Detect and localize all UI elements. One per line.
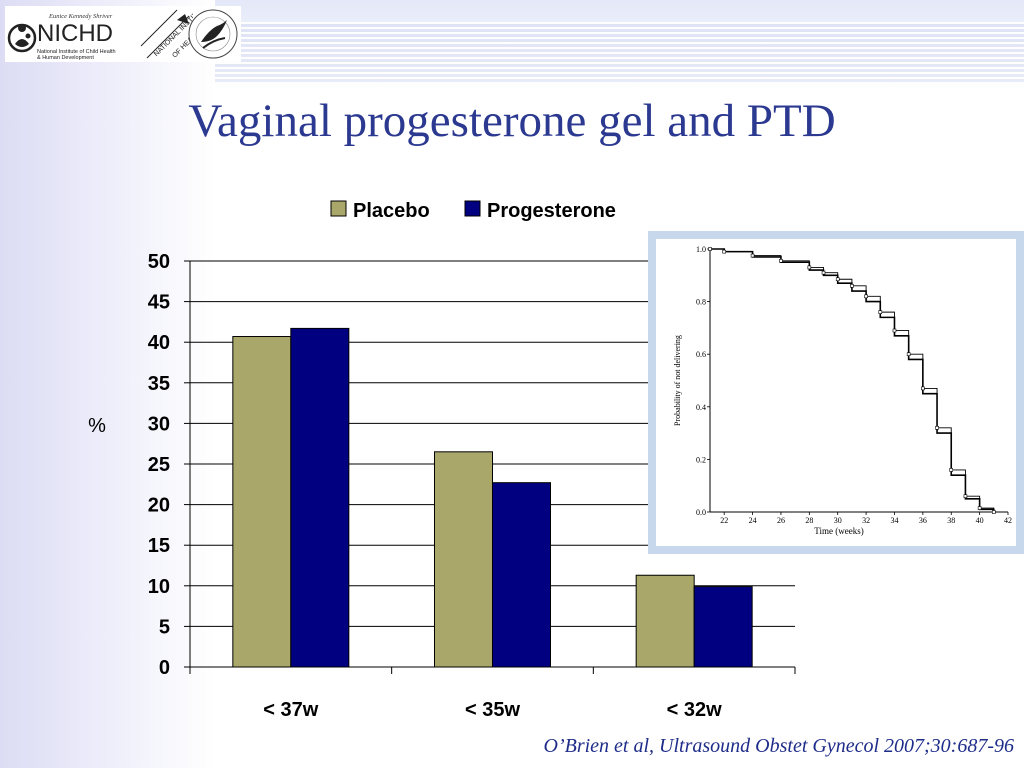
y-axis-label: % xyxy=(88,415,106,437)
nichd-wordmark: NICHD xyxy=(37,20,113,47)
inset-y-tick-label: 0.2 xyxy=(696,455,706,464)
y-tick-label: 35 xyxy=(148,373,170,395)
slide-title: Vaginal progesterone gel and PTD xyxy=(188,95,836,147)
nichd-tagline: Eunice Kennedy Shriver xyxy=(49,13,113,20)
inset-x-tick-label: 34 xyxy=(890,516,898,525)
inset-curve-marker xyxy=(963,494,968,499)
inset-curve-marker xyxy=(977,506,982,510)
nichd-emblem-icon xyxy=(7,23,37,53)
nichd-subtitle-line-1: National Institute of Child Health xyxy=(37,49,116,55)
inset-curve-marker xyxy=(892,328,897,333)
nichd-subtitle: National Institute of Child Health & Hum… xyxy=(37,49,147,61)
inset-x-tick-label: 28 xyxy=(805,516,813,525)
inset-curve-marker xyxy=(949,468,954,472)
logo-bar: Eunice Kennedy Shriver NICHD National In… xyxy=(5,6,241,62)
inset-curve-marker xyxy=(992,510,996,514)
y-tick-label: 25 xyxy=(148,454,170,476)
inset-curve-marker xyxy=(864,294,868,299)
inset-curve-marker xyxy=(821,270,826,275)
legend-swatch-progesterone xyxy=(464,200,481,217)
bar-placebo xyxy=(434,451,493,668)
inset-x-tick-label: 22 xyxy=(720,516,728,525)
inset-y-tick-label: 0.4 xyxy=(696,403,706,412)
bar-placebo xyxy=(635,574,695,668)
x-tick-label: < 32w xyxy=(667,699,722,721)
inset-x-tick-label: 30 xyxy=(834,516,842,525)
y-tick-label: 40 xyxy=(148,332,170,354)
inset-curve-marker xyxy=(807,265,812,270)
inset-x-tick-label: 24 xyxy=(749,516,757,525)
inset-curve-marker xyxy=(835,277,840,282)
y-tick-label: 50 xyxy=(148,251,170,273)
inset-y-axis-label: Probability of not delivering xyxy=(673,335,682,426)
header-stripes xyxy=(215,22,1024,82)
legend-swatch-placebo xyxy=(330,200,347,217)
inset-curve-marker xyxy=(722,249,726,254)
inset-x-tick-label: 38 xyxy=(947,516,955,525)
inset-x-tick-label: 36 xyxy=(919,516,927,525)
citation: O’Brien et al, Ultrasound Obstet Gynecol… xyxy=(543,735,1014,757)
y-tick-label: 5 xyxy=(159,616,170,638)
x-tick-label: < 37w xyxy=(263,699,318,721)
y-tick-label: 20 xyxy=(148,495,170,517)
survival-curve-panel: 0.0 0.2 0.4 0.6 0.8 1.0 22 24 26 28 30 32 34 36 38 40 42… xyxy=(656,239,1016,546)
bar-progesterone xyxy=(693,586,753,668)
y-tick-label: 10 xyxy=(148,576,170,598)
inset-curve-marker xyxy=(708,247,712,251)
bar-progesterone xyxy=(492,482,551,668)
inset-y-tick-label: 0.6 xyxy=(696,350,706,359)
inset-x-tick-label: 42 xyxy=(1004,516,1012,525)
bar-placebo xyxy=(232,336,292,668)
legend-label-placebo: Placebo xyxy=(353,200,430,222)
inset-y-tick-label: 0.0 xyxy=(696,508,706,517)
y-tick-label: 0 xyxy=(159,657,170,679)
hhs-seal-icon xyxy=(188,9,238,59)
inset-x-tick-label: 26 xyxy=(777,516,785,525)
inset-x-axis-label: Time (weeks) xyxy=(814,526,863,536)
inset-curve-marker xyxy=(779,259,783,263)
y-tick-label: 30 xyxy=(148,413,170,435)
inset-y-tick-label: 0.8 xyxy=(696,298,706,307)
inset-curve-marker xyxy=(750,253,755,258)
bar-progesterone xyxy=(290,327,350,668)
inset-curve-marker xyxy=(921,386,925,391)
y-tick-label: 45 xyxy=(148,292,170,314)
left-gradient-panel xyxy=(0,0,215,768)
x-tick-label: < 35w xyxy=(465,699,520,721)
inset-x-tick-label: 40 xyxy=(976,516,984,525)
survival-curve-chart: 0.0 0.2 0.4 0.6 0.8 1.0 22 24 26 28 30 32 34 36 38 40 42… xyxy=(673,245,1012,536)
inset-curve-1 xyxy=(710,248,995,512)
inset-y-tick-label: 1.0 xyxy=(696,245,706,254)
nih-seal-icon: NATIONAL INSTITUTES OF HEALTH xyxy=(140,6,193,59)
inset-curve-marker xyxy=(906,352,911,356)
nichd-subtitle-line-2: & Human Development xyxy=(37,55,94,61)
inset-curve-marker xyxy=(878,310,883,314)
legend-label-progesterone: Progesterone xyxy=(487,200,616,222)
y-tick-label: 15 xyxy=(148,535,170,557)
inset-x-tick-label: 32 xyxy=(862,516,870,525)
survival-curve-inset: 0.0 0.2 0.4 0.6 0.8 1.0 22 24 26 28 30 32 34 36 38 40 42… xyxy=(648,231,1024,554)
inset-curve-marker xyxy=(850,284,854,288)
inset-curve-marker xyxy=(935,426,939,430)
